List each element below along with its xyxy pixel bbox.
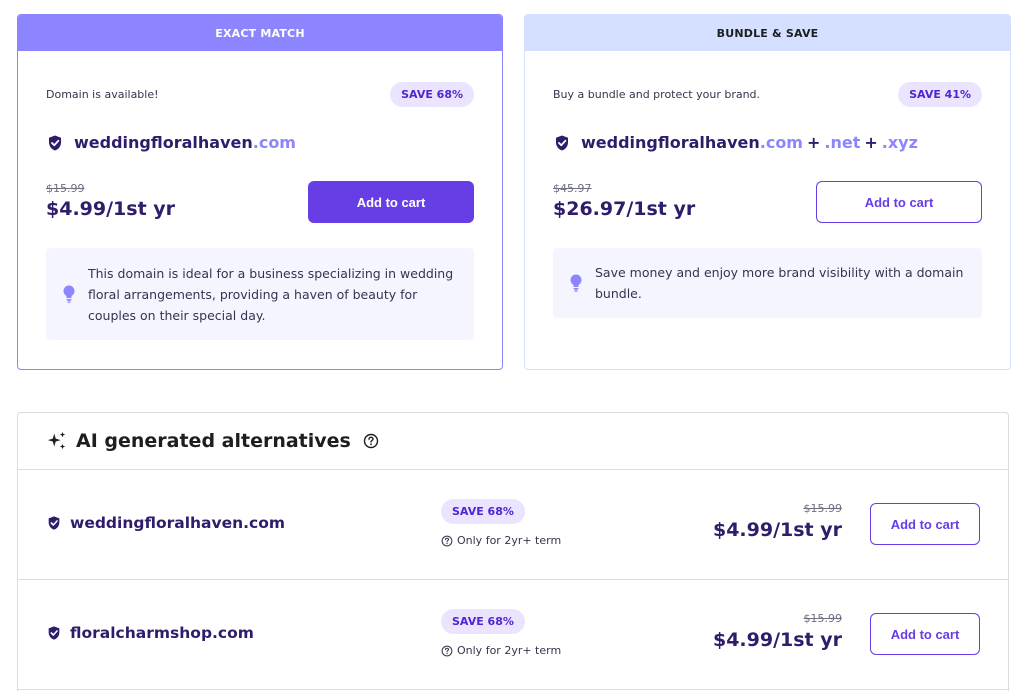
exact-match-card: EXACT MATCH Domain is available! SAVE 68… bbox=[17, 14, 503, 370]
new-price: $4.99/1st yr bbox=[712, 629, 842, 651]
old-price: $15.99 bbox=[803, 612, 843, 625]
new-price: $4.99/1st yr bbox=[46, 198, 176, 220]
question-circle-icon[interactable] bbox=[363, 433, 379, 449]
ai-section-title: AI generated alternatives bbox=[76, 430, 351, 452]
bundle-tip: Save money and enjoy more brand visibili… bbox=[553, 248, 982, 318]
old-price: $15.99 bbox=[803, 502, 843, 515]
old-price: $45.97 bbox=[553, 182, 592, 195]
lightbulb-icon bbox=[570, 274, 582, 292]
tip-text: This domain is ideal for a business spec… bbox=[88, 265, 454, 323]
tip-text: Save money and enjoy more brand visibili… bbox=[595, 265, 964, 301]
bundle-domain: weddingfloralhaven.com + .net + .xyz bbox=[553, 133, 918, 152]
term-note: Only for 2yr+ term bbox=[441, 534, 561, 547]
shield-check-icon bbox=[49, 135, 61, 150]
plus-sign: + bbox=[806, 133, 821, 152]
question-circle-icon bbox=[441, 535, 453, 546]
term-note: Only for 2yr+ term bbox=[441, 644, 561, 657]
availability-status: Domain is available! bbox=[46, 87, 159, 101]
exact-tip: This domain is ideal for a business spec… bbox=[46, 248, 474, 340]
save-badge: SAVE 68% bbox=[441, 609, 525, 634]
ai-alternatives-section: AI generated alternatives weddingfloralh… bbox=[17, 412, 1009, 691]
bundle-status: Buy a bundle and protect your brand. bbox=[553, 87, 761, 101]
save-badge: SAVE 41% bbox=[898, 81, 982, 107]
exact-add-to-cart-button[interactable]: Add to cart bbox=[308, 181, 474, 223]
exact-match-header: EXACT MATCH bbox=[18, 15, 502, 51]
alternative-domain: weddingfloralhaven.com bbox=[70, 514, 286, 532]
domain-name: weddingfloralhaven bbox=[581, 133, 760, 152]
bundle-card: BUNDLE & SAVE Buy a bundle and protect y… bbox=[524, 14, 1011, 370]
shield-check-icon bbox=[48, 516, 60, 530]
lightbulb-icon bbox=[63, 285, 75, 303]
plus-sign: + bbox=[864, 133, 878, 152]
bundle-header: BUNDLE & SAVE bbox=[525, 15, 1010, 51]
alternative-domain: floralcharmshop.com bbox=[70, 624, 254, 642]
shield-check-icon bbox=[48, 626, 60, 640]
add-to-cart-button[interactable]: Add to cart bbox=[870, 613, 980, 655]
tld-net: .net bbox=[824, 133, 861, 152]
old-price: $15.99 bbox=[46, 182, 85, 195]
save-badge: SAVE 68% bbox=[441, 499, 525, 524]
new-price: $4.99/1st yr bbox=[712, 519, 842, 541]
tld-com: .com bbox=[759, 133, 803, 152]
exact-domain: weddingfloralhaven.com bbox=[46, 133, 296, 152]
tld-xyz: .xyz bbox=[881, 133, 918, 152]
sparkles-icon bbox=[47, 431, 66, 450]
domain-name: weddingfloralhaven bbox=[74, 133, 253, 152]
bundle-add-to-cart-button[interactable]: Add to cart bbox=[816, 181, 982, 223]
question-circle-icon bbox=[441, 645, 453, 656]
add-to-cart-button[interactable]: Add to cart bbox=[870, 503, 980, 545]
domain-tld: .com bbox=[252, 133, 296, 152]
term-text: Only for 2yr+ term bbox=[457, 534, 562, 547]
alternative-row: weddingfloralhaven.com SAVE 68% Only for… bbox=[18, 470, 1008, 580]
new-price: $26.97/1st yr bbox=[553, 198, 696, 220]
term-text: Only for 2yr+ term bbox=[457, 644, 562, 657]
save-badge: SAVE 68% bbox=[390, 81, 474, 107]
alternative-row: floralcharmshop.com SAVE 68% Only for 2y… bbox=[18, 580, 1008, 690]
shield-check-icon bbox=[556, 135, 568, 150]
